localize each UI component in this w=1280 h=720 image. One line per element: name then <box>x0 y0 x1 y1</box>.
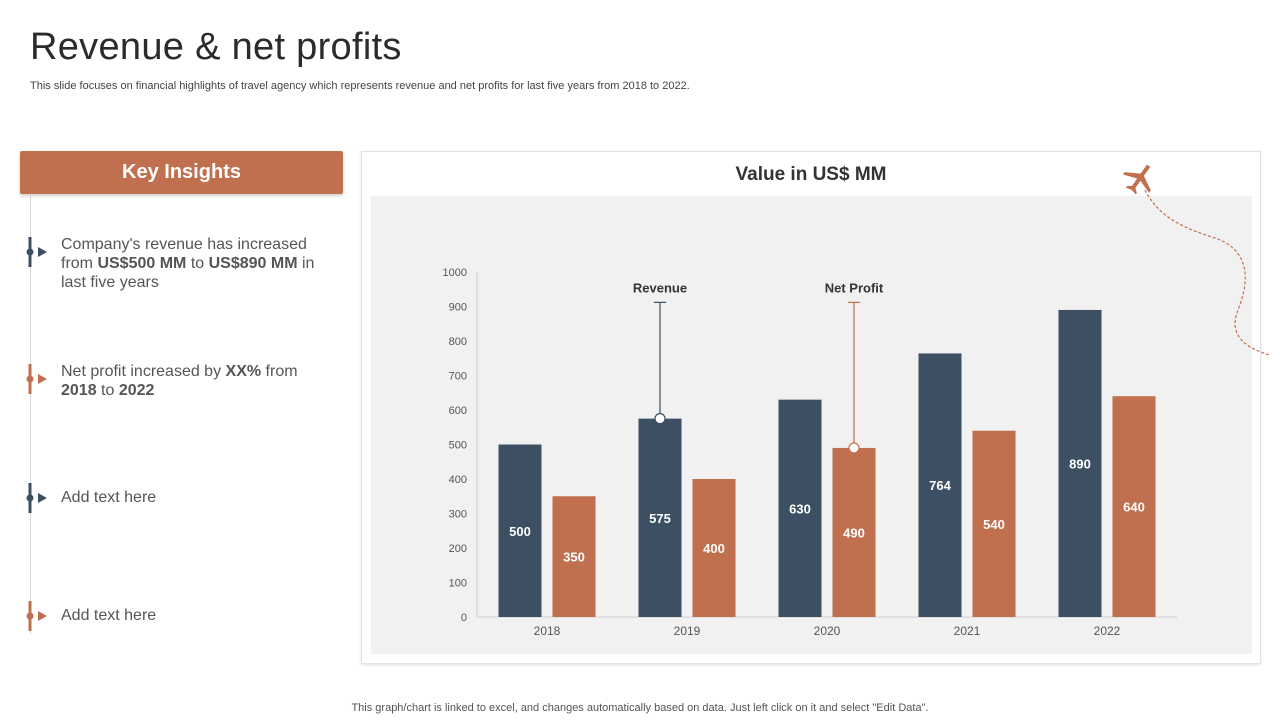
y-tick-label: 700 <box>449 371 467 383</box>
insight-text-3: Add text here <box>61 488 326 507</box>
insight-text-part: US$500 MM <box>97 255 187 272</box>
x-tick-label: 2020 <box>814 624 841 638</box>
timeline-marker-icon <box>26 483 47 513</box>
bar-data-label: 890 <box>1069 456 1091 471</box>
y-tick-label: 200 <box>449 543 467 555</box>
bar-net-profit-2021[interactable] <box>972 430 1016 617</box>
legend-label-net-profit: Net Profit <box>825 280 884 295</box>
insight-text-part: from <box>261 363 298 380</box>
insight-text-4: Add text here <box>61 606 326 625</box>
y-tick-label: 400 <box>449 474 467 486</box>
timeline-marker-icon <box>26 364 47 394</box>
x-tick-label: 2019 <box>674 624 701 638</box>
timeline-marker-icon <box>26 601 47 631</box>
x-tick-label: 2022 <box>1094 624 1121 638</box>
airplane-icon <box>1122 164 1151 195</box>
footer-note: This graph/chart is linked to excel, and… <box>351 702 929 714</box>
insight-text-part: in last five years <box>61 255 315 291</box>
flight-path <box>1144 189 1271 356</box>
y-tick-label: 800 <box>449 336 467 348</box>
insight-text-part: to <box>96 382 119 399</box>
callout-dot <box>848 442 860 454</box>
bar-data-label: 575 <box>649 511 671 526</box>
bar-data-label: 640 <box>1123 500 1145 515</box>
insight-text-part: Add text here <box>61 607 157 624</box>
insight-text-part: Add text here <box>61 489 157 506</box>
insight-text-part: Company's revenue has increased from <box>61 236 307 272</box>
legend-label-revenue: Revenue <box>633 280 687 295</box>
y-tick-label: 1000 <box>443 267 467 279</box>
bar-net-profit-2020[interactable] <box>832 447 876 617</box>
bar-data-label: 630 <box>789 501 811 516</box>
y-tick-label: 500 <box>449 440 467 452</box>
flight-decoration <box>1122 164 1271 356</box>
insight-text-part: Net profit increased by <box>61 363 226 380</box>
chart-title: Value in US$ MM <box>735 164 887 185</box>
bar-revenue-2020[interactable] <box>778 399 822 617</box>
insight-text-part: XX% <box>225 363 262 380</box>
bar-net-profit-2018[interactable] <box>552 496 596 617</box>
x-tick-label: 2021 <box>954 624 981 638</box>
insight-text-part: to <box>186 255 209 272</box>
y-tick-label: 0 <box>461 612 467 624</box>
chart-card[interactable]: Value in US$ MM 0 100 200 300 400 500 600 700 80… <box>361 151 1261 664</box>
bar-chart[interactable]: 0 100 200 300 400 500 600 700 800 900 1000 2018 2019… <box>362 152 1260 663</box>
y-tick-label: 100 <box>449 578 467 590</box>
y-tick-label: 300 <box>449 509 467 521</box>
timeline-line <box>30 194 31 634</box>
timeline-marker-icon <box>26 237 47 267</box>
page-subtitle: This slide focuses on financial highligh… <box>30 80 690 92</box>
x-tick-label: 2018 <box>534 624 561 638</box>
y-tick-label: 600 <box>449 405 467 417</box>
bar-data-label: 500 <box>509 524 531 539</box>
bar-revenue-2018[interactable] <box>498 444 542 618</box>
bar-revenue-2019[interactable] <box>638 418 682 617</box>
insight-text-part: 2018 <box>61 382 97 399</box>
bar-revenue-2022[interactable] <box>1058 309 1102 617</box>
bar-data-label: 350 <box>563 550 585 565</box>
bar-data-label: 490 <box>843 525 865 540</box>
insight-text-part: US$890 MM <box>208 255 298 272</box>
insight-text-1: Company's revenue has increased from US$… <box>61 235 326 292</box>
callout-dot <box>654 413 666 425</box>
bar-data-label: 400 <box>703 541 725 556</box>
page-title: Revenue & net profits <box>30 26 402 68</box>
key-insights-header: Key Insights <box>20 151 343 194</box>
insight-text-2: Net profit increased by XX% from 2018 to… <box>61 362 326 400</box>
bar-data-label: 540 <box>983 517 1005 532</box>
y-tick-label: 900 <box>449 302 467 314</box>
bar-data-label: 764 <box>929 478 951 493</box>
bar-revenue-2021[interactable] <box>918 353 962 617</box>
bar-net-profit-2019[interactable] <box>692 479 736 617</box>
insight-text-part: 2022 <box>118 382 155 399</box>
bar-net-profit-2022[interactable] <box>1112 396 1156 617</box>
